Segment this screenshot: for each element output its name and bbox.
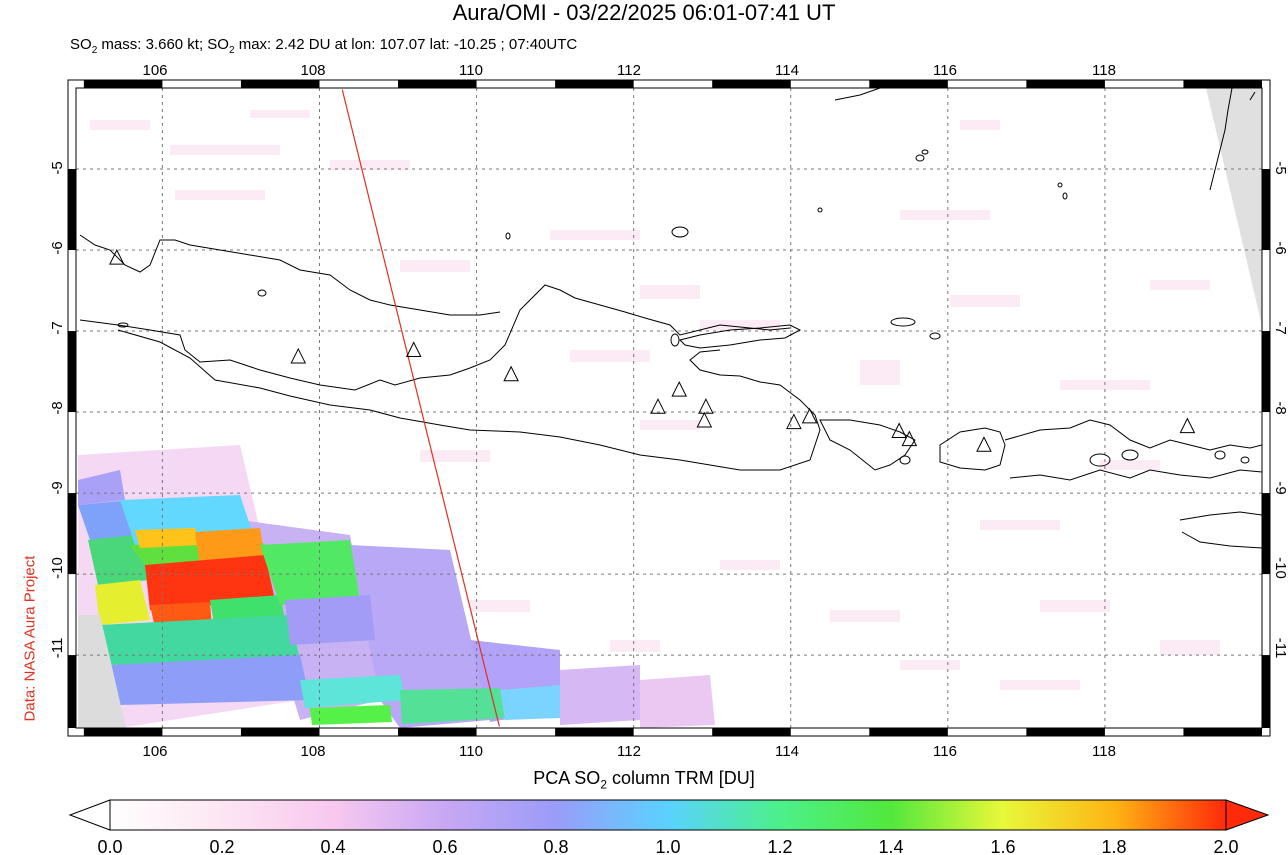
lon-tick-bottom: 108	[300, 743, 325, 760]
lon-tick-top: 108	[300, 62, 325, 79]
frame-bar	[240, 80, 320, 88]
lon-tick-top: 110	[459, 62, 483, 79]
lon-tick-bottom: 112	[617, 743, 641, 760]
lat-tick-right: -9	[1272, 481, 1288, 494]
volcano-triangle-icon	[1179, 417, 1196, 434]
colorbar-label: 0.2	[209, 837, 234, 855]
lat-tick-right: -7	[1272, 321, 1288, 334]
colorbar-label: 2.0	[1213, 837, 1238, 855]
volcano-triangle-icon	[650, 398, 666, 414]
lat-tick-right: -11	[1272, 638, 1288, 659]
colorbar: 0.0 0.2 0.4 0.6 0.8 1.0 1.2 1.4 1.6 1.8 …	[68, 799, 1270, 855]
orbit-track-line	[341, 89, 500, 727]
volcano-triangle-icon	[698, 398, 714, 414]
volcano-triangle-icon	[290, 347, 307, 364]
lat-tick-right: -6	[1272, 241, 1288, 254]
colorbar-label: 0.6	[432, 837, 457, 855]
colorbar-label: 1.6	[990, 837, 1015, 855]
colorbar-label: 0.8	[543, 837, 568, 855]
volcano-triangle-icon	[891, 422, 907, 438]
frame-bar	[83, 80, 163, 88]
colorbar-high-arrow	[1225, 799, 1270, 831]
tick-labels: 106 108 110 112 114 116 118 106 108 110 …	[49, 62, 1288, 760]
volcano-triangle-icon	[671, 381, 688, 397]
lon-tick-bottom: 116	[933, 743, 957, 760]
frame-bar	[712, 80, 791, 88]
lat-tick-right: -5	[1272, 161, 1288, 174]
no-data-area	[78, 615, 126, 728]
lon-tick-top: 118	[1092, 62, 1116, 79]
frame-bar	[555, 80, 634, 88]
colorbar-label: 1.8	[1101, 837, 1126, 855]
frame-bar	[83, 728, 163, 736]
lat-tick-right: -8	[1272, 401, 1288, 414]
volcano-markers	[109, 249, 1196, 452]
volcano-triangle-icon	[109, 249, 125, 265]
lon-tick-top: 106	[142, 62, 167, 79]
lon-tick-top: 114	[775, 62, 799, 79]
frame-bar	[1183, 80, 1262, 88]
frame-bar	[68, 493, 76, 575]
volcano-triangle-icon	[405, 341, 422, 357]
frame-bar	[68, 169, 76, 251]
frame-bar	[1026, 80, 1105, 88]
lat-tick-right: -10	[1272, 557, 1288, 579]
lon-tick-top: 112	[617, 62, 641, 79]
frame-bar	[1026, 728, 1105, 736]
lon-tick-top: 116	[933, 62, 957, 79]
frame-bar	[1262, 331, 1270, 413]
volcano-triangle-icon	[976, 436, 992, 452]
frame-bar	[68, 655, 76, 728]
colorbar-title: PCA SO2 column TRM [DU]	[533, 768, 755, 792]
lat-tick-left: -6	[49, 241, 66, 254]
colorbar-label: 1.4	[878, 837, 903, 855]
frame-bar	[398, 728, 477, 736]
lon-tick-bottom: 114	[775, 743, 799, 760]
volcano-triangle-icon	[901, 430, 918, 447]
frame-bar	[1262, 655, 1270, 728]
lat-tick-left: -9	[49, 481, 66, 494]
coastlines	[79, 88, 1262, 549]
volcano-triangle-icon	[801, 407, 818, 424]
frame-bar	[398, 80, 477, 88]
colorbar-label: 0.4	[320, 837, 345, 855]
volcano-triangle-icon	[503, 365, 519, 382]
no-data-area	[1206, 88, 1262, 326]
frame-bars	[68, 80, 1270, 736]
lat-tick-left: -10	[49, 557, 66, 579]
lat-tick-left: -5	[49, 161, 66, 174]
lat-tick-left: -7	[49, 321, 66, 334]
colorbar-low-arrow	[68, 799, 111, 831]
frame-bar	[68, 331, 76, 413]
graticule	[76, 88, 1262, 728]
colorbar-gradient	[109, 799, 1227, 831]
volcano-triangle-icon	[696, 411, 713, 428]
frame-bar	[1183, 728, 1262, 736]
so2-pixel-layer	[78, 88, 1262, 728]
colorbar-label: 1.0	[655, 837, 680, 855]
map-title: Aura/OMI - 03/22/2025 06:01-07:41 UT	[452, 0, 836, 25]
map-subtitle: SO2 mass: 3.660 kt; SO2 max: 2.42 DU at …	[70, 36, 578, 56]
colorbar-label: 1.2	[767, 837, 792, 855]
frame-bar	[240, 728, 320, 736]
frame-bar	[555, 728, 634, 736]
frame-bar	[1262, 493, 1270, 575]
frame-bar	[712, 728, 791, 736]
frame-bar	[869, 728, 948, 736]
lat-tick-left: -11	[49, 638, 66, 659]
frame-bar	[1262, 169, 1270, 251]
lon-tick-bottom: 118	[1092, 743, 1116, 760]
lon-tick-bottom: 110	[459, 743, 483, 760]
lat-tick-left: -8	[49, 401, 66, 414]
frame-bar	[869, 80, 948, 88]
colorbar-label: 0.0	[97, 837, 122, 855]
lon-tick-bottom: 106	[142, 743, 167, 760]
volcano-triangle-icon	[786, 413, 802, 430]
